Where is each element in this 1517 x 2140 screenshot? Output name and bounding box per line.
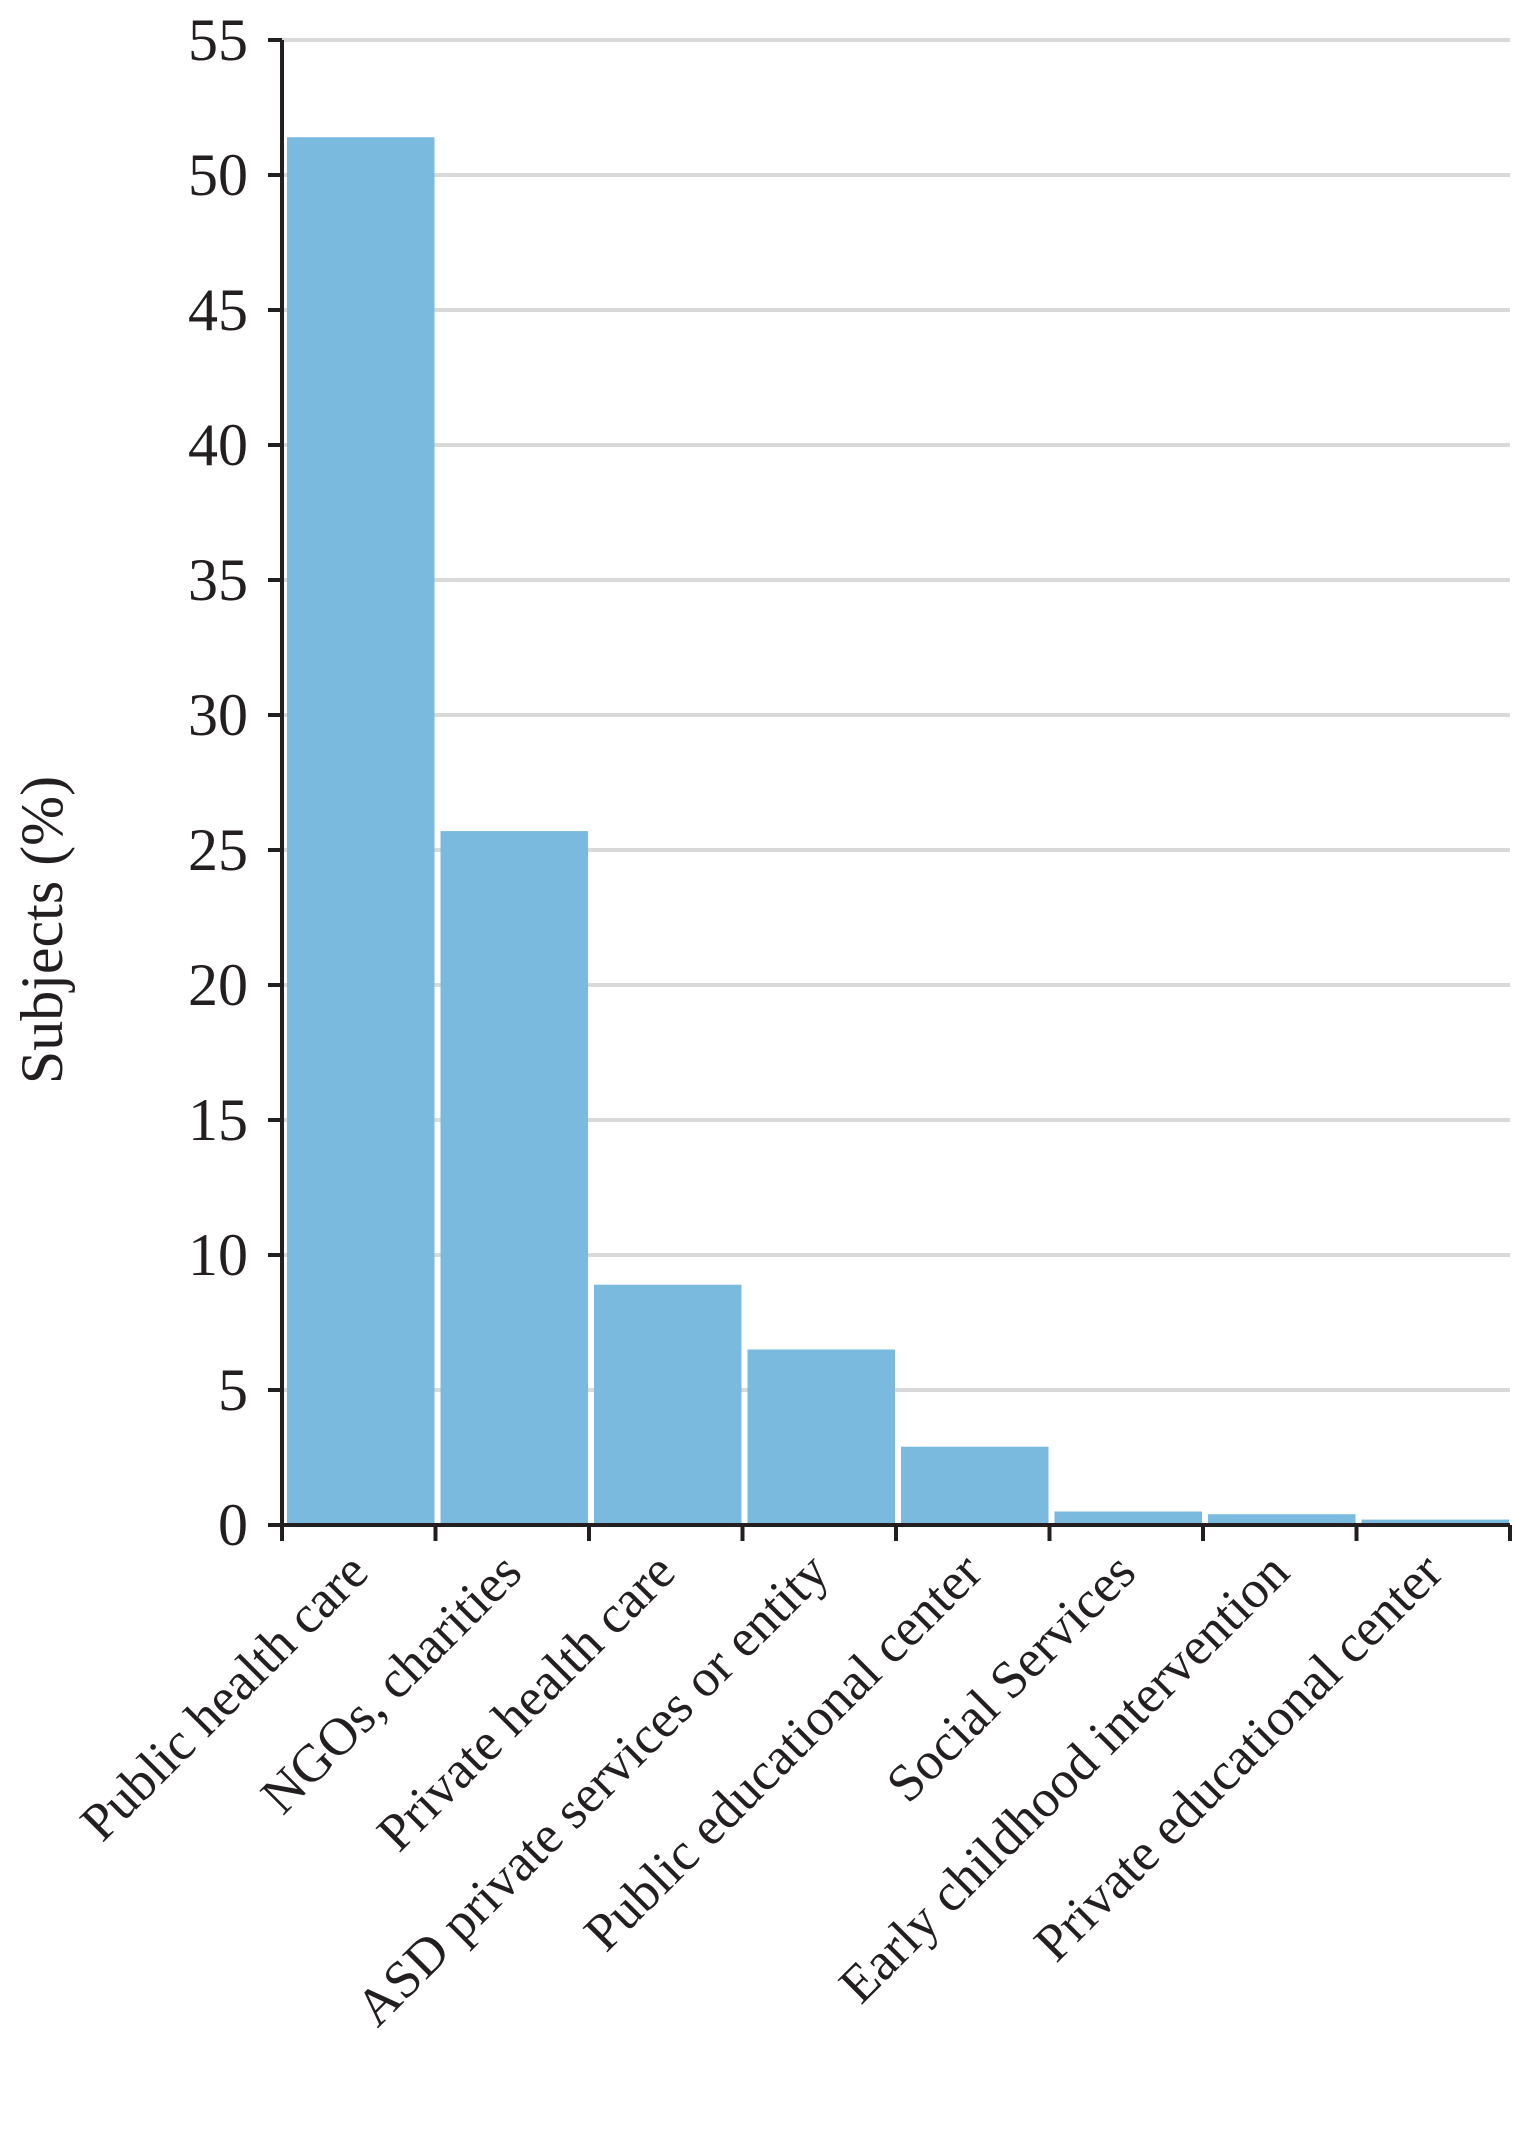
bar [1361,1519,1509,1525]
y-axis-title: Subjects (%) [9,776,75,1084]
y-tick-label: 25 [188,817,248,883]
y-tick-label: 50 [188,142,248,208]
bar [1054,1511,1202,1525]
x-tick-label: NGOs, charities [250,1542,532,1824]
y-tick-label: 5 [218,1357,248,1423]
bar [287,137,435,1526]
y-tick-labels: 0 5 10 15 20 25 30 35 40 45 50 55 [188,7,248,1558]
y-tick-label: 20 [188,952,248,1018]
y-tick-label: 45 [188,277,248,343]
y-tick-label: 0 [218,1492,248,1558]
bar [440,831,588,1525]
bar [1208,1514,1356,1525]
bars [287,137,1509,1526]
y-tick-label: 10 [188,1222,248,1288]
y-tick-label: 15 [188,1087,248,1153]
bar [594,1284,742,1525]
y-tick-label: 55 [188,7,248,73]
bar [747,1349,895,1525]
x-tick-label: Public health care [70,1542,379,1851]
y-tick-label: 35 [188,547,248,613]
y-tick-label: 30 [188,682,248,748]
axes [268,38,1512,1541]
y-tick-label: 40 [188,412,248,478]
bar [901,1446,1049,1525]
